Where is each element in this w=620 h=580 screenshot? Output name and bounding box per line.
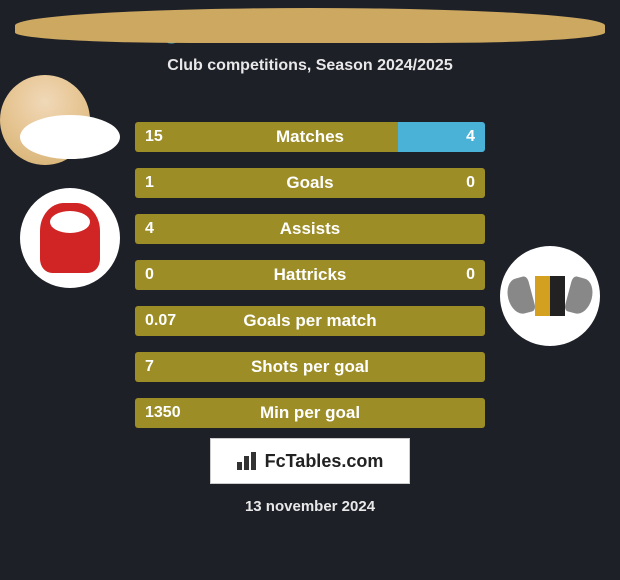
stat-row-assists: 4 Assists [135,214,485,244]
stat-row-hattricks: 0 Hattricks 0 [135,260,485,290]
subtitle: Club competitions, Season 2024/2025 [0,57,620,75]
value-right: 4 [466,122,475,152]
footer-logo: FcTables.com [210,438,410,484]
stat-row-shots-per-goal: 7 Shots per goal [135,352,485,382]
stat-row-matches: 15 Matches 4 [135,122,485,152]
footer-site-name: FcTables.com [265,451,384,472]
stat-label: Shots per goal [135,352,485,382]
value-right: 0 [466,260,475,290]
club-left-crest-icon [40,203,100,273]
stat-label: Hattricks [135,260,485,290]
stat-row-min-per-goal: 1350 Min per goal [135,398,485,428]
player-left-avatar [20,115,120,159]
stat-row-goals-per-match: 0.07 Goals per match [135,306,485,336]
stat-label: Goals per match [135,306,485,336]
club-right-badge [500,246,600,346]
stat-label: Matches [135,122,485,152]
club-left-badge [20,188,120,288]
value-right: 0 [466,168,475,198]
stat-label: Goals [135,168,485,198]
stat-label: Min per goal [135,398,485,428]
stats-area: 15 Matches 4 1 Goals 0 4 Assists 0 Hattr… [135,122,485,444]
stat-label: Assists [135,214,485,244]
footer-date: 13 november 2024 [0,498,620,515]
bar-chart-icon [237,452,259,470]
stat-row-goals: 1 Goals 0 [135,168,485,198]
club-right-shield-icon [535,276,565,316]
